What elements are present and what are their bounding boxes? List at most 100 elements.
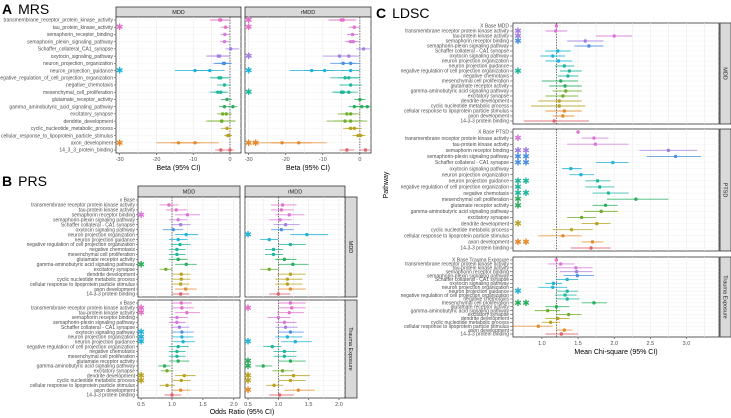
ldsc-mdd-point bbox=[557, 99, 561, 103]
ldsc-ptsd-significance-star: ✱ bbox=[514, 159, 522, 169]
ldsc-y-tick-label: cyclic nucleotide metabolic process bbox=[431, 227, 510, 233]
mrs-rmdd-point bbox=[365, 104, 369, 109]
ldsc-y-tick-label: transmembrane receptor protein kinase ac… bbox=[405, 29, 509, 35]
prs-mdd-0-point bbox=[185, 213, 190, 217]
mrs-rmdd-significance-star: ✱ bbox=[245, 23, 253, 33]
ldsc-x-tick-label: 2.5 bbox=[647, 341, 655, 347]
prs-y-tick-label: transmembrane receptor protein kinase ac… bbox=[31, 203, 135, 209]
ldsc-y-tick-label: oxytocin signaling pathway bbox=[450, 54, 510, 60]
ldsc-ptsd-point bbox=[603, 203, 608, 207]
prs-y-tick-label: dendrite development bbox=[87, 373, 136, 379]
prs-mdd-0-point bbox=[167, 203, 171, 207]
mrs-rmdd-point bbox=[348, 39, 353, 44]
ldsc-y-tick-label: neuron projection organization bbox=[442, 172, 509, 178]
ldsc-ptsd-significance-star: ✱ bbox=[522, 177, 530, 187]
ldsc-trauma-exposure-point bbox=[551, 285, 555, 289]
ldsc-y-tick-label: glutamate receptor activity bbox=[451, 304, 510, 310]
ldsc-trauma-exposure-frame bbox=[512, 256, 720, 338]
prs-rmdd-1-point bbox=[288, 301, 293, 305]
prs-rmdd-1-point bbox=[282, 349, 287, 354]
prs-mdd-0-significance-star: ✱ bbox=[137, 211, 145, 221]
prs-y-tick-label: 14-3-3 protein binding bbox=[86, 292, 135, 298]
prs-mdd-1-point bbox=[165, 383, 169, 388]
prs-mdd-1-point bbox=[182, 373, 187, 378]
prs-rmdd-1-point bbox=[276, 315, 281, 320]
ldsc-mdd-significance-star: ✱ bbox=[514, 37, 522, 47]
ldsc-y-tick-label: semaphorin-plexin signaling pathway bbox=[427, 44, 509, 50]
mrs-mdd-significance-star: ✱ bbox=[116, 139, 124, 149]
ldsc-y-tick-label: cyclic nucleotide metabolic process bbox=[431, 104, 510, 110]
prs-rmdd-0-point bbox=[288, 272, 293, 276]
ldsc-y-tick-label: transmembrane receptor protein kinase ac… bbox=[405, 262, 509, 268]
prs-y-tick-label: excitatory synapse bbox=[94, 368, 136, 374]
ldsc-y-axis-title: Pathway bbox=[383, 171, 390, 198]
ldsc-y-tick-label: glutamate receptor activity bbox=[451, 203, 510, 209]
ldsc-y-tick-label: oxytocin signaling pathway bbox=[450, 281, 510, 287]
prs-mdd-1-point bbox=[175, 315, 179, 320]
prs-mdd-0-point bbox=[178, 242, 182, 247]
prs-mdd-1-significance-star: ✱ bbox=[137, 376, 145, 386]
ldsc-trauma-exposure-point bbox=[562, 328, 567, 332]
prs-mdd-1-significance-star: ✱ bbox=[137, 328, 145, 338]
prs-rmdd-1-point bbox=[288, 359, 293, 363]
ldsc-mdd-strip bbox=[719, 22, 731, 125]
prs-mdd-1-significance-star: ✱ bbox=[137, 372, 145, 382]
mrs-rmdd-point bbox=[345, 112, 349, 116]
prs-mdd-1-point bbox=[179, 301, 183, 305]
ldsc-mdd-point bbox=[567, 69, 572, 73]
prs-y-tick-label: axon development bbox=[94, 287, 135, 293]
prs-y-tick-label: Schaffer collateral - CA1 synapse bbox=[61, 222, 135, 228]
ldsc-mdd-strip-label: MDD bbox=[722, 67, 728, 80]
prs-mdd-0-point bbox=[178, 282, 183, 286]
ldsc-mdd-frame bbox=[512, 22, 720, 125]
ldsc-ptsd-point bbox=[592, 136, 596, 140]
prs-rmdd-0-point bbox=[271, 252, 276, 257]
ldsc-ptsd-point bbox=[569, 227, 574, 232]
mrs-mdd-point bbox=[222, 104, 227, 109]
prs-y-tick-label: negative chemotaxis bbox=[89, 349, 135, 355]
prs-mdd-0-point bbox=[183, 287, 188, 291]
prs-row-0-strip-label: MDD bbox=[347, 241, 353, 254]
prs-y-tick-label: mesenchymal cell proliferation bbox=[68, 252, 135, 258]
ldsc-y-tick-label: Schaffer collateral - CA1 synapse bbox=[435, 49, 509, 55]
mrs-mdd-point bbox=[219, 119, 224, 123]
mrs-y-tick-label: excitatory_synapse bbox=[70, 112, 113, 118]
ldsc-ptsd-frame bbox=[512, 128, 720, 252]
mrs-mdd-strip-label: MDD bbox=[172, 10, 185, 16]
ldsc-y-tick-label: negative regulation of cell projection o… bbox=[401, 69, 510, 75]
ldsc-mdd-point bbox=[564, 89, 568, 93]
prs-rmdd-0-frame bbox=[244, 196, 346, 298]
prs-y-tick-label: negative regulation of cell projection o… bbox=[27, 344, 136, 350]
ldsc-trauma-exposure-significance-star: ✱ bbox=[514, 287, 522, 297]
prs-mdd-1-significance-star: ✱ bbox=[137, 338, 145, 348]
mrs-mdd-x-tick-label: -30 bbox=[116, 157, 124, 163]
mrs-y-tick-label: glutamate_receptor_activity bbox=[52, 97, 114, 103]
prs-rmdd-0-significance-star: ✱ bbox=[244, 231, 252, 241]
prs-mdd-1-x-tick-label: 0.5 bbox=[137, 402, 145, 408]
prs-rmdd-1-point bbox=[270, 344, 274, 349]
prs-y-tick-label: semaphorin-plexin signaling pathway bbox=[53, 217, 135, 223]
ldsc-y-tick-label: semaphorin receptor binding bbox=[446, 148, 510, 154]
ldsc-y-tick-label: gamma-aminobutyric acid signaling pathwa… bbox=[411, 308, 510, 314]
prs-mdd-1-point bbox=[180, 306, 184, 310]
prs-mdd-0-point bbox=[171, 227, 175, 232]
ldsc-y-tick-label: dendrite development bbox=[461, 221, 510, 227]
prs-y-tick-label: cellular response to lipoprotein particl… bbox=[30, 383, 136, 389]
ldsc-ptsd-significance-star: ✱ bbox=[514, 189, 522, 199]
prs-row-1-strip-label: Trauma Exposure bbox=[347, 327, 353, 371]
ldsc-trauma-exposure-point bbox=[545, 308, 550, 313]
mrs-mdd-significance-star: ✱ bbox=[116, 23, 124, 33]
ldsc-mdd-significance-star: ✱ bbox=[514, 67, 522, 77]
mrs-rmdd-strip-label: rMDD bbox=[301, 10, 315, 16]
ldsc-y-tick-label: excitatory synapse bbox=[468, 94, 510, 100]
prs-mdd-1-x-tick-label: 1.0 bbox=[168, 402, 176, 408]
mrs-y-tick-label: semaphorin_receptor_binding bbox=[47, 32, 113, 38]
ldsc-y-tick-label: dendrite development bbox=[461, 316, 510, 322]
ldsc-ptsd-significance-star: ✱ bbox=[522, 152, 530, 162]
ldsc-y-tick-label: negative chemotaxis bbox=[463, 191, 509, 197]
prs-mdd-1-point bbox=[179, 378, 183, 383]
ldsc-mdd-point bbox=[562, 109, 567, 113]
prs-mdd-1-point bbox=[181, 340, 185, 344]
ldsc-trauma-exposure-point bbox=[563, 293, 567, 297]
mrs-mdd-x-axis-title: Beta (95% CI) bbox=[157, 165, 201, 172]
